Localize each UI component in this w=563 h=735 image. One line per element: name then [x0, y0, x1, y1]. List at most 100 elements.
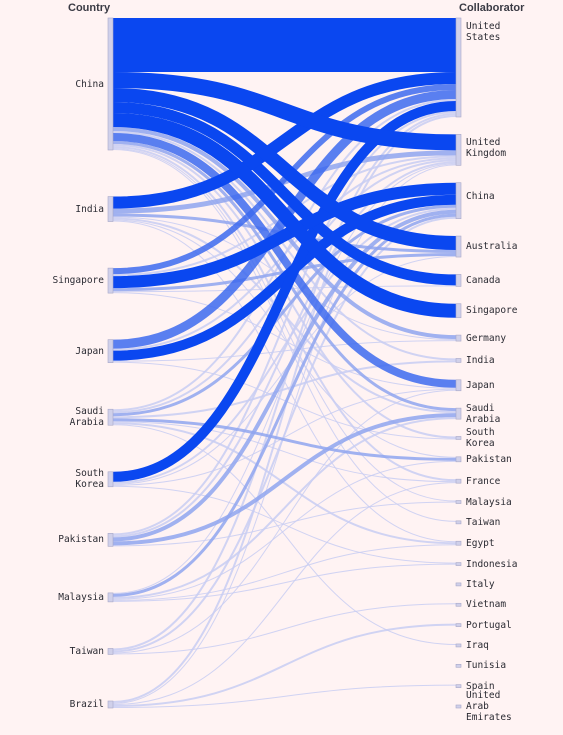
country-node	[107, 17, 114, 151]
country-node	[107, 592, 114, 603]
flow-link	[112, 219, 457, 458]
collaborator-label: South Korea	[466, 426, 495, 449]
flow-link	[112, 72, 457, 151]
country-label: Pakistan	[58, 534, 104, 546]
flow-link	[112, 563, 457, 602]
collaborator-label: United States	[466, 21, 501, 43]
flow-link	[112, 113, 457, 318]
country-node	[107, 267, 114, 294]
collaborator-label: Vietnam	[466, 599, 507, 611]
flow-link	[112, 292, 457, 389]
collaborator-label: Australia	[466, 241, 518, 253]
flow-link	[112, 421, 457, 483]
country-label: Singapore	[52, 275, 104, 287]
flow-link	[112, 146, 457, 482]
flow-link	[112, 361, 457, 440]
country-node	[107, 533, 114, 547]
country-label: Saudi Arabia	[69, 406, 104, 429]
collaborator-label: United Arab Emirates	[466, 690, 512, 723]
country-label: India	[75, 203, 104, 215]
collaborator-node	[455, 134, 462, 166]
collaborator-header: Collaborator	[459, 2, 525, 14]
collaborator-label: Tunisia	[466, 660, 507, 672]
collaborator-label: Italy	[466, 578, 495, 590]
country-label: Malaysia	[58, 591, 104, 603]
country-node	[107, 700, 114, 709]
flow-link	[112, 204, 457, 417]
collaborator-node	[455, 540, 462, 546]
flow-link	[112, 207, 457, 484]
flow-link	[112, 684, 457, 708]
collaborator-node	[455, 500, 462, 504]
collaborator-node	[455, 379, 462, 392]
country-label: South Korea	[75, 468, 104, 491]
flow-link	[112, 623, 457, 707]
collaborator-label: United Kingdom	[466, 137, 507, 160]
collaborator-label: France	[466, 475, 501, 487]
collaborator-node	[455, 664, 462, 668]
country-header: Country	[68, 2, 111, 14]
flow-link	[112, 194, 457, 361]
collaborator-node	[455, 235, 462, 258]
flow-link	[112, 485, 457, 564]
flow-link	[112, 417, 457, 599]
flow-link	[112, 501, 457, 547]
collaborator-node	[455, 456, 462, 463]
flow-link	[112, 418, 457, 461]
collaborator-label: India	[466, 354, 495, 366]
collaborator-label: Japan	[466, 379, 495, 391]
flow-link	[112, 182, 457, 289]
flow-link	[112, 72, 457, 209]
collaborator-node	[455, 334, 462, 342]
flow-link	[112, 422, 457, 545]
flow-link	[112, 115, 457, 703]
collaborator-label: Pakistan	[466, 453, 512, 465]
collaborator-label: China	[466, 191, 495, 203]
flow-link	[112, 88, 457, 251]
collaborator-node	[455, 478, 462, 484]
collaborator-label: Singapore	[466, 305, 518, 317]
collaborator-node	[455, 643, 462, 648]
country-node	[107, 339, 114, 363]
flow-link	[112, 360, 457, 419]
collaborator-node	[455, 358, 462, 363]
collaborator-label: Spain	[466, 680, 495, 692]
collaborator-node	[455, 582, 462, 587]
collaborator-node	[455, 17, 462, 118]
collaborator-node	[455, 303, 462, 319]
collaborator-label: Egypt	[466, 537, 495, 549]
flow-link	[112, 84, 457, 275]
collaborator-node	[455, 520, 462, 525]
collaborator-label: Germany	[466, 332, 507, 344]
flow-link	[112, 101, 457, 482]
collaborator-label: Canada	[466, 274, 501, 286]
collaborator-node	[455, 407, 462, 420]
flow-link	[112, 131, 457, 361]
flow-link	[112, 413, 457, 546]
country-node	[107, 196, 114, 222]
flow-link	[112, 217, 457, 414]
flow-link	[112, 603, 457, 655]
flow-link	[112, 424, 457, 645]
country-label: Japan	[75, 345, 104, 357]
collaborator-label: Iraq	[466, 639, 489, 651]
collaborator-node	[455, 182, 462, 219]
collaborator-node	[455, 623, 462, 627]
collaborator-node	[455, 436, 462, 440]
collaborator-label: Indonesia	[466, 558, 518, 570]
flow-link	[112, 460, 457, 600]
collaborator-node	[455, 274, 462, 287]
country-node	[107, 648, 114, 655]
country-node	[107, 408, 114, 426]
flow-link	[112, 482, 457, 705]
flow-link	[112, 544, 457, 601]
collaborator-label: Taiwan	[466, 516, 501, 528]
collaborator-label: Portugal	[466, 619, 512, 631]
flow-link	[112, 149, 457, 522]
flow-link	[112, 389, 457, 654]
collaborator-node	[455, 684, 462, 688]
collaborator-node	[455, 562, 462, 566]
flow-link	[112, 133, 457, 388]
